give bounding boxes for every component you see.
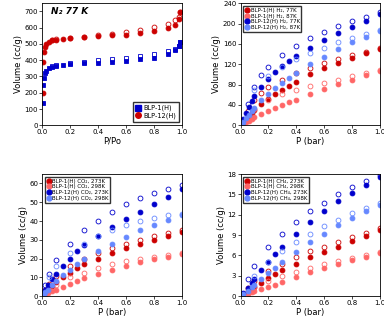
Legend: BLP-1(H), BLP-12(H): BLP-1(H), BLP-12(H) [133, 102, 179, 122]
Text: N₂ 77 K: N₂ 77 K [51, 7, 88, 16]
Y-axis label: Volume (cc/g): Volume (cc/g) [212, 35, 222, 93]
X-axis label: P (bar): P (bar) [296, 308, 324, 316]
X-axis label: P (bar): P (bar) [296, 137, 324, 146]
Y-axis label: Volume (cc/g): Volume (cc/g) [19, 206, 28, 264]
X-axis label: P (bar): P (bar) [98, 308, 126, 316]
Legend: BLP-1(H) CH₄, 273K, BLP-1(H) CH₄, 298K, BLP-12(H) CH₄, 273K, BLP-12(H) CH₄, 298K: BLP-1(H) CH₄, 273K, BLP-1(H) CH₄, 298K, … [243, 177, 309, 203]
Y-axis label: Volume (cc/g): Volume (cc/g) [14, 35, 23, 93]
Y-axis label: Volume (cc/g): Volume (cc/g) [217, 206, 226, 264]
Legend: BLP-1(H) CO₂, 273K, BLP-1(H) CO₂, 298K, BLP-12(H) CO₂, 273K, BLP-12(H) CO₂, 298K: BLP-1(H) CO₂, 273K, BLP-1(H) CO₂, 298K, … [45, 177, 111, 203]
X-axis label: P/Po: P/Po [103, 137, 121, 146]
Legend: BLP-1(H) H₂, 77K, BLP-1(H) H₂, 87K, BLP-12(H) H₂, 77K, BLP-12(H) H₂, 87K: BLP-1(H) H₂, 77K, BLP-1(H) H₂, 87K, BLP-… [243, 6, 301, 32]
